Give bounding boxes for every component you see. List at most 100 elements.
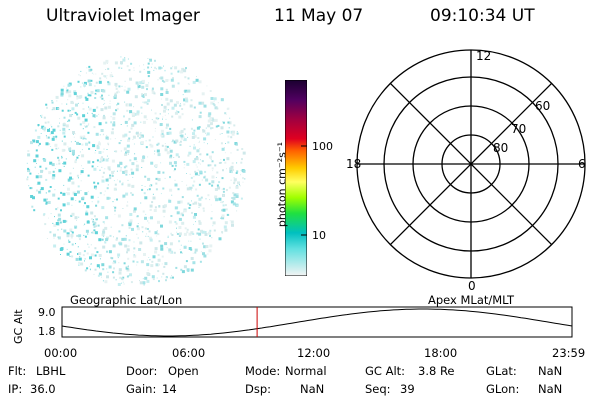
uv-pixel bbox=[80, 70, 82, 72]
polar-plot: 12 18 6 0 60 70 80 bbox=[346, 49, 586, 293]
uv-pixel bbox=[220, 126, 224, 130]
uv-pixel bbox=[83, 205, 85, 207]
uv-pixel bbox=[124, 153, 128, 156]
uv-pixel bbox=[221, 188, 223, 190]
uv-pixel bbox=[170, 78, 174, 82]
lat-label-60: 60 bbox=[535, 99, 550, 113]
uv-pixel bbox=[49, 161, 53, 165]
uv-pixel bbox=[32, 139, 36, 143]
uv-pixel bbox=[239, 185, 241, 187]
uv-image bbox=[26, 56, 246, 286]
uv-pixel bbox=[30, 141, 33, 145]
uv-pixel bbox=[82, 254, 85, 257]
gc-alt-value: 3.8 Re bbox=[418, 364, 455, 378]
uv-pixel bbox=[163, 65, 164, 67]
uv-pixel bbox=[103, 75, 106, 78]
uv-pixel bbox=[215, 125, 218, 128]
uv-pixel bbox=[105, 158, 109, 162]
uv-pixel bbox=[99, 160, 102, 163]
uv-pixel bbox=[221, 133, 223, 134]
uv-pixel bbox=[122, 276, 125, 279]
uv-pixel bbox=[188, 247, 192, 250]
uv-pixel bbox=[124, 169, 128, 173]
uv-pixel bbox=[86, 205, 90, 209]
uv-pixel bbox=[91, 165, 94, 168]
uv-pixel bbox=[94, 93, 96, 94]
uv-pixel bbox=[88, 107, 92, 111]
uv-pixel bbox=[59, 122, 60, 124]
uv-pixel bbox=[118, 230, 121, 233]
uv-pixel bbox=[161, 255, 164, 258]
uv-pixel bbox=[104, 241, 107, 244]
uv-pixel bbox=[97, 142, 101, 146]
uv-pixel bbox=[94, 254, 97, 257]
uv-pixel bbox=[157, 79, 159, 81]
uv-pixel bbox=[175, 266, 178, 269]
uv-pixel bbox=[97, 200, 100, 203]
flt-value: LBHL bbox=[36, 364, 66, 378]
uv-pixel bbox=[184, 227, 187, 230]
uv-pixel bbox=[157, 178, 161, 182]
uv-pixel bbox=[136, 225, 139, 228]
uv-pixel bbox=[89, 265, 90, 267]
uv-pixel bbox=[230, 220, 234, 224]
uv-pixel bbox=[139, 241, 143, 245]
uv-pixel bbox=[164, 145, 167, 148]
uv-pixel bbox=[58, 147, 60, 149]
uv-pixel bbox=[154, 247, 158, 251]
uv-pixel bbox=[202, 209, 205, 212]
uv-pixel bbox=[146, 279, 150, 283]
uv-pixel bbox=[65, 90, 69, 94]
uv-pixel bbox=[198, 162, 200, 164]
uv-pixel bbox=[224, 152, 226, 154]
uv-pixel bbox=[227, 121, 230, 124]
uv-pixel bbox=[131, 113, 135, 117]
uv-pixel bbox=[88, 68, 92, 72]
uv-pixel bbox=[177, 111, 180, 114]
uv-pixel bbox=[143, 192, 146, 195]
uv-pixel bbox=[159, 113, 161, 115]
uv-pixel bbox=[96, 146, 100, 150]
uv-pixel bbox=[119, 161, 123, 165]
uv-pixel bbox=[36, 189, 38, 192]
uv-pixel bbox=[164, 148, 168, 152]
uv-pixel bbox=[205, 198, 207, 200]
uv-pixel bbox=[89, 268, 91, 270]
uv-pixel bbox=[230, 171, 233, 174]
uv-pixel bbox=[63, 161, 67, 165]
uv-pixel bbox=[115, 85, 118, 88]
uv-pixel bbox=[191, 136, 195, 139]
uv-pixel bbox=[87, 112, 89, 114]
uv-pixel bbox=[201, 101, 205, 105]
uv-pixel bbox=[59, 221, 62, 224]
uv-pixel bbox=[163, 265, 166, 268]
uv-pixel bbox=[152, 255, 156, 259]
ip-value: 36.0 bbox=[30, 382, 56, 396]
uv-pixel bbox=[144, 216, 147, 220]
uv-pixel bbox=[143, 68, 145, 70]
uv-pixel bbox=[102, 134, 104, 136]
uv-pixel bbox=[90, 195, 94, 199]
uv-pixel bbox=[96, 144, 99, 147]
uv-pixel bbox=[53, 223, 57, 227]
uv-pixel bbox=[178, 90, 179, 92]
uv-pixel bbox=[43, 129, 46, 132]
uv-pixel bbox=[176, 211, 180, 215]
uv-pixel bbox=[198, 221, 202, 225]
uv-pixel bbox=[73, 92, 77, 96]
uv-pixel bbox=[161, 104, 163, 106]
uv-pixel bbox=[110, 256, 113, 259]
uv-pixel bbox=[205, 132, 206, 134]
uv-pixel bbox=[224, 112, 227, 115]
uv-pixel bbox=[71, 178, 74, 180]
uv-pixel bbox=[133, 67, 135, 69]
uv-pixel bbox=[223, 158, 225, 161]
uv-pixel bbox=[225, 208, 228, 211]
uv-pixel bbox=[154, 206, 157, 209]
uv-pixel bbox=[116, 107, 119, 110]
uv-pixel bbox=[182, 215, 184, 217]
uv-pixel bbox=[114, 94, 117, 98]
uv-pixel bbox=[50, 131, 54, 135]
uv-pixel bbox=[226, 157, 230, 161]
time-label: 09:10:34 UT bbox=[430, 6, 535, 26]
